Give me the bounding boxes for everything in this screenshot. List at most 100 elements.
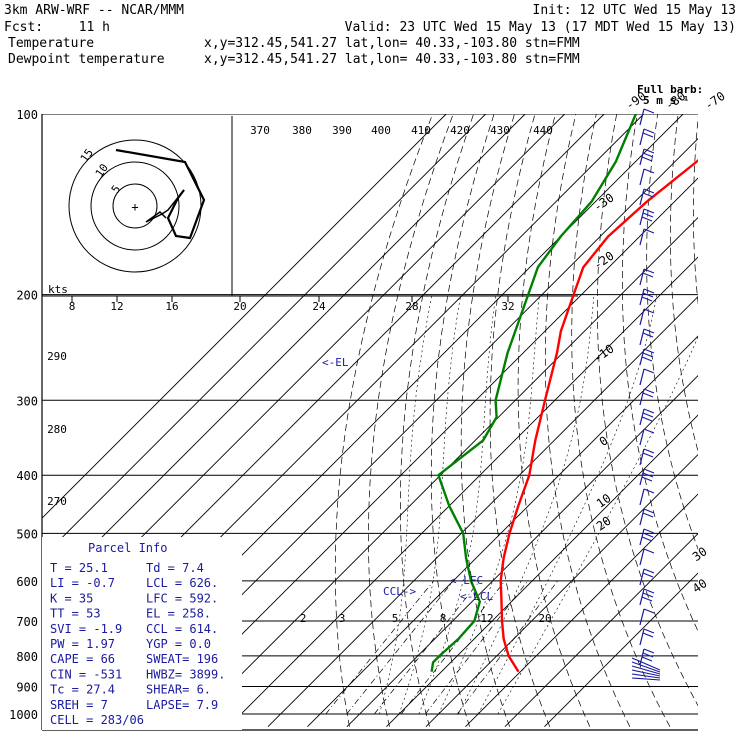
wind-barb <box>639 508 655 526</box>
parcel-info-right-value: LAPSE= 7.9 <box>146 698 218 712</box>
parcel-info-left-value: SVI = -1.9 <box>50 622 122 636</box>
wind-barb <box>639 548 655 566</box>
isotherm-line <box>149 177 698 728</box>
forecast-label: Fcst: <box>4 20 43 35</box>
forecast-hour: 11 h <box>79 20 110 35</box>
theta-label: 410 <box>411 124 431 137</box>
wind-barb <box>639 288 655 306</box>
wind-barb <box>639 648 655 666</box>
dry-adiabat <box>597 114 698 707</box>
wind-barb <box>639 528 655 546</box>
barb-legend-value: 5 m s⁻¹ <box>643 94 689 107</box>
wind-barb <box>639 368 655 386</box>
isotherm-line <box>228 256 698 728</box>
parcel-info-right-value: EL = 258. <box>146 607 211 621</box>
dry-adiabat <box>669 114 698 453</box>
wind-barb <box>639 568 655 586</box>
hodograph-ring <box>112 183 158 229</box>
parcel-info-right-value: LCL = 626. <box>146 576 218 590</box>
hodograph-speed-label: 32 <box>501 300 514 313</box>
parcel-info-right-value: Td = 7.4 <box>146 561 204 575</box>
series-layer <box>430 114 698 673</box>
wind-barb <box>639 468 655 486</box>
pressure-tick-label: 400 <box>16 469 38 483</box>
isotherm-label: -30 <box>591 190 617 214</box>
pressure-tick-label: 900 <box>16 681 38 695</box>
isotherm-label: -10 <box>591 342 617 366</box>
moist-adiabat <box>497 336 698 715</box>
mixing-ratio-label: 2 <box>300 612 307 625</box>
isotherm-label: 10 <box>594 491 614 511</box>
hodograph-ring-label: 5 <box>109 183 123 196</box>
wind-barb <box>639 388 655 406</box>
pressure-tick-label: 1000 <box>9 708 38 722</box>
dry-adiabat <box>400 114 474 727</box>
moist-adiabat <box>438 294 540 715</box>
dry-adiabat <box>334 114 434 727</box>
isotherm-label: 20 <box>594 514 614 534</box>
parcel-info-left-value: TT = 53 <box>50 607 101 621</box>
theta-label: 290 <box>47 350 67 363</box>
dry-adiabat <box>460 114 515 727</box>
dry-adiabat <box>693 115 698 306</box>
hodograph-units: kts <box>48 283 68 296</box>
isotherm-label: 40 <box>690 576 710 596</box>
mixing-ratio-line <box>400 580 506 715</box>
parcel-info-left-value: SREH = 7 <box>50 698 108 712</box>
parcel-info-left-value: T = 25.1 <box>50 561 108 575</box>
dewpoint-legend: Dewpoint temperature <box>8 52 165 67</box>
wind-barbs <box>631 108 661 681</box>
isotherm-line <box>42 114 486 559</box>
hodograph-speed-label: 28 <box>405 300 418 313</box>
isotherm-line <box>42 114 447 519</box>
wind-barb <box>639 228 655 246</box>
mixing-ratio-label: 12 <box>480 612 493 625</box>
isotherm-line <box>386 414 698 728</box>
isotherm-line <box>267 296 698 728</box>
isotherm-line <box>465 493 698 728</box>
parcel-info-rows: T = 25.1 Td = 7.4 LI = -0.7 LCL = 626. K = 3… <box>50 561 225 727</box>
dry-adiabat <box>571 114 671 727</box>
mixing-ratio-line <box>425 580 528 715</box>
theta-label: 430 <box>490 124 510 137</box>
wind-barb <box>639 628 655 646</box>
isotherm-line <box>544 572 698 728</box>
dry-adiabat <box>430 114 495 727</box>
wind-barb <box>639 188 655 206</box>
parcel-info-left-value: LI = -0.7 <box>50 576 115 590</box>
isotherm-line <box>42 114 526 598</box>
parcel-info-left-value: K = 35 <box>50 591 93 605</box>
theta-label: 440 <box>533 124 553 137</box>
surface-wind-barb <box>631 657 661 681</box>
wind-barb <box>639 608 655 626</box>
dewpoint-location: x,y=312.45,541.27 lat,lon= 40.33,-103.80… <box>204 52 580 67</box>
parcel-info-right-value: SHEAR= 6. <box>146 683 211 697</box>
level-marker-label: <-EL <box>322 356 349 369</box>
hodograph-center-mark: + <box>131 200 138 214</box>
wind-barb <box>639 448 655 466</box>
wind-barb <box>639 328 655 346</box>
valid-time: Valid: 23 UTC Wed 15 May 13 (17 MDT Wed … <box>345 20 736 35</box>
dry-adiabat <box>489 114 551 727</box>
isotherm-line <box>188 217 698 728</box>
dry-adiabat <box>517 114 591 727</box>
parcel-info-left-value: CIN = -531 <box>50 667 122 681</box>
parcel-info-right-value: HWBZ= 3899. <box>146 667 225 681</box>
hodograph-speed-label: 20 <box>233 300 246 313</box>
mixing-ratio-label: 8 <box>440 612 447 625</box>
moist-adiabat <box>477 294 658 715</box>
wind-barb <box>639 308 655 326</box>
temperature-location: x,y=312.45,541.27 lat,lon= 40.33,-103.80… <box>204 36 580 51</box>
wind-barb <box>639 128 655 146</box>
parcel-info-panel: Parcel Info T = 25.1 Td = 7.4 LI = -0.7 LCL… <box>42 537 242 730</box>
wind-barb <box>639 488 655 506</box>
moist-adiabat <box>458 294 595 715</box>
theta-label: 420 <box>450 124 470 137</box>
parcel-info-right-value: YGP = 0.0 <box>146 637 211 651</box>
mixing-ratio-line <box>346 580 454 715</box>
pressure-tick-label: 300 <box>16 394 38 408</box>
theta-label: 370 <box>250 124 270 137</box>
isotherm-line <box>346 375 698 728</box>
wind-barb <box>639 268 655 286</box>
